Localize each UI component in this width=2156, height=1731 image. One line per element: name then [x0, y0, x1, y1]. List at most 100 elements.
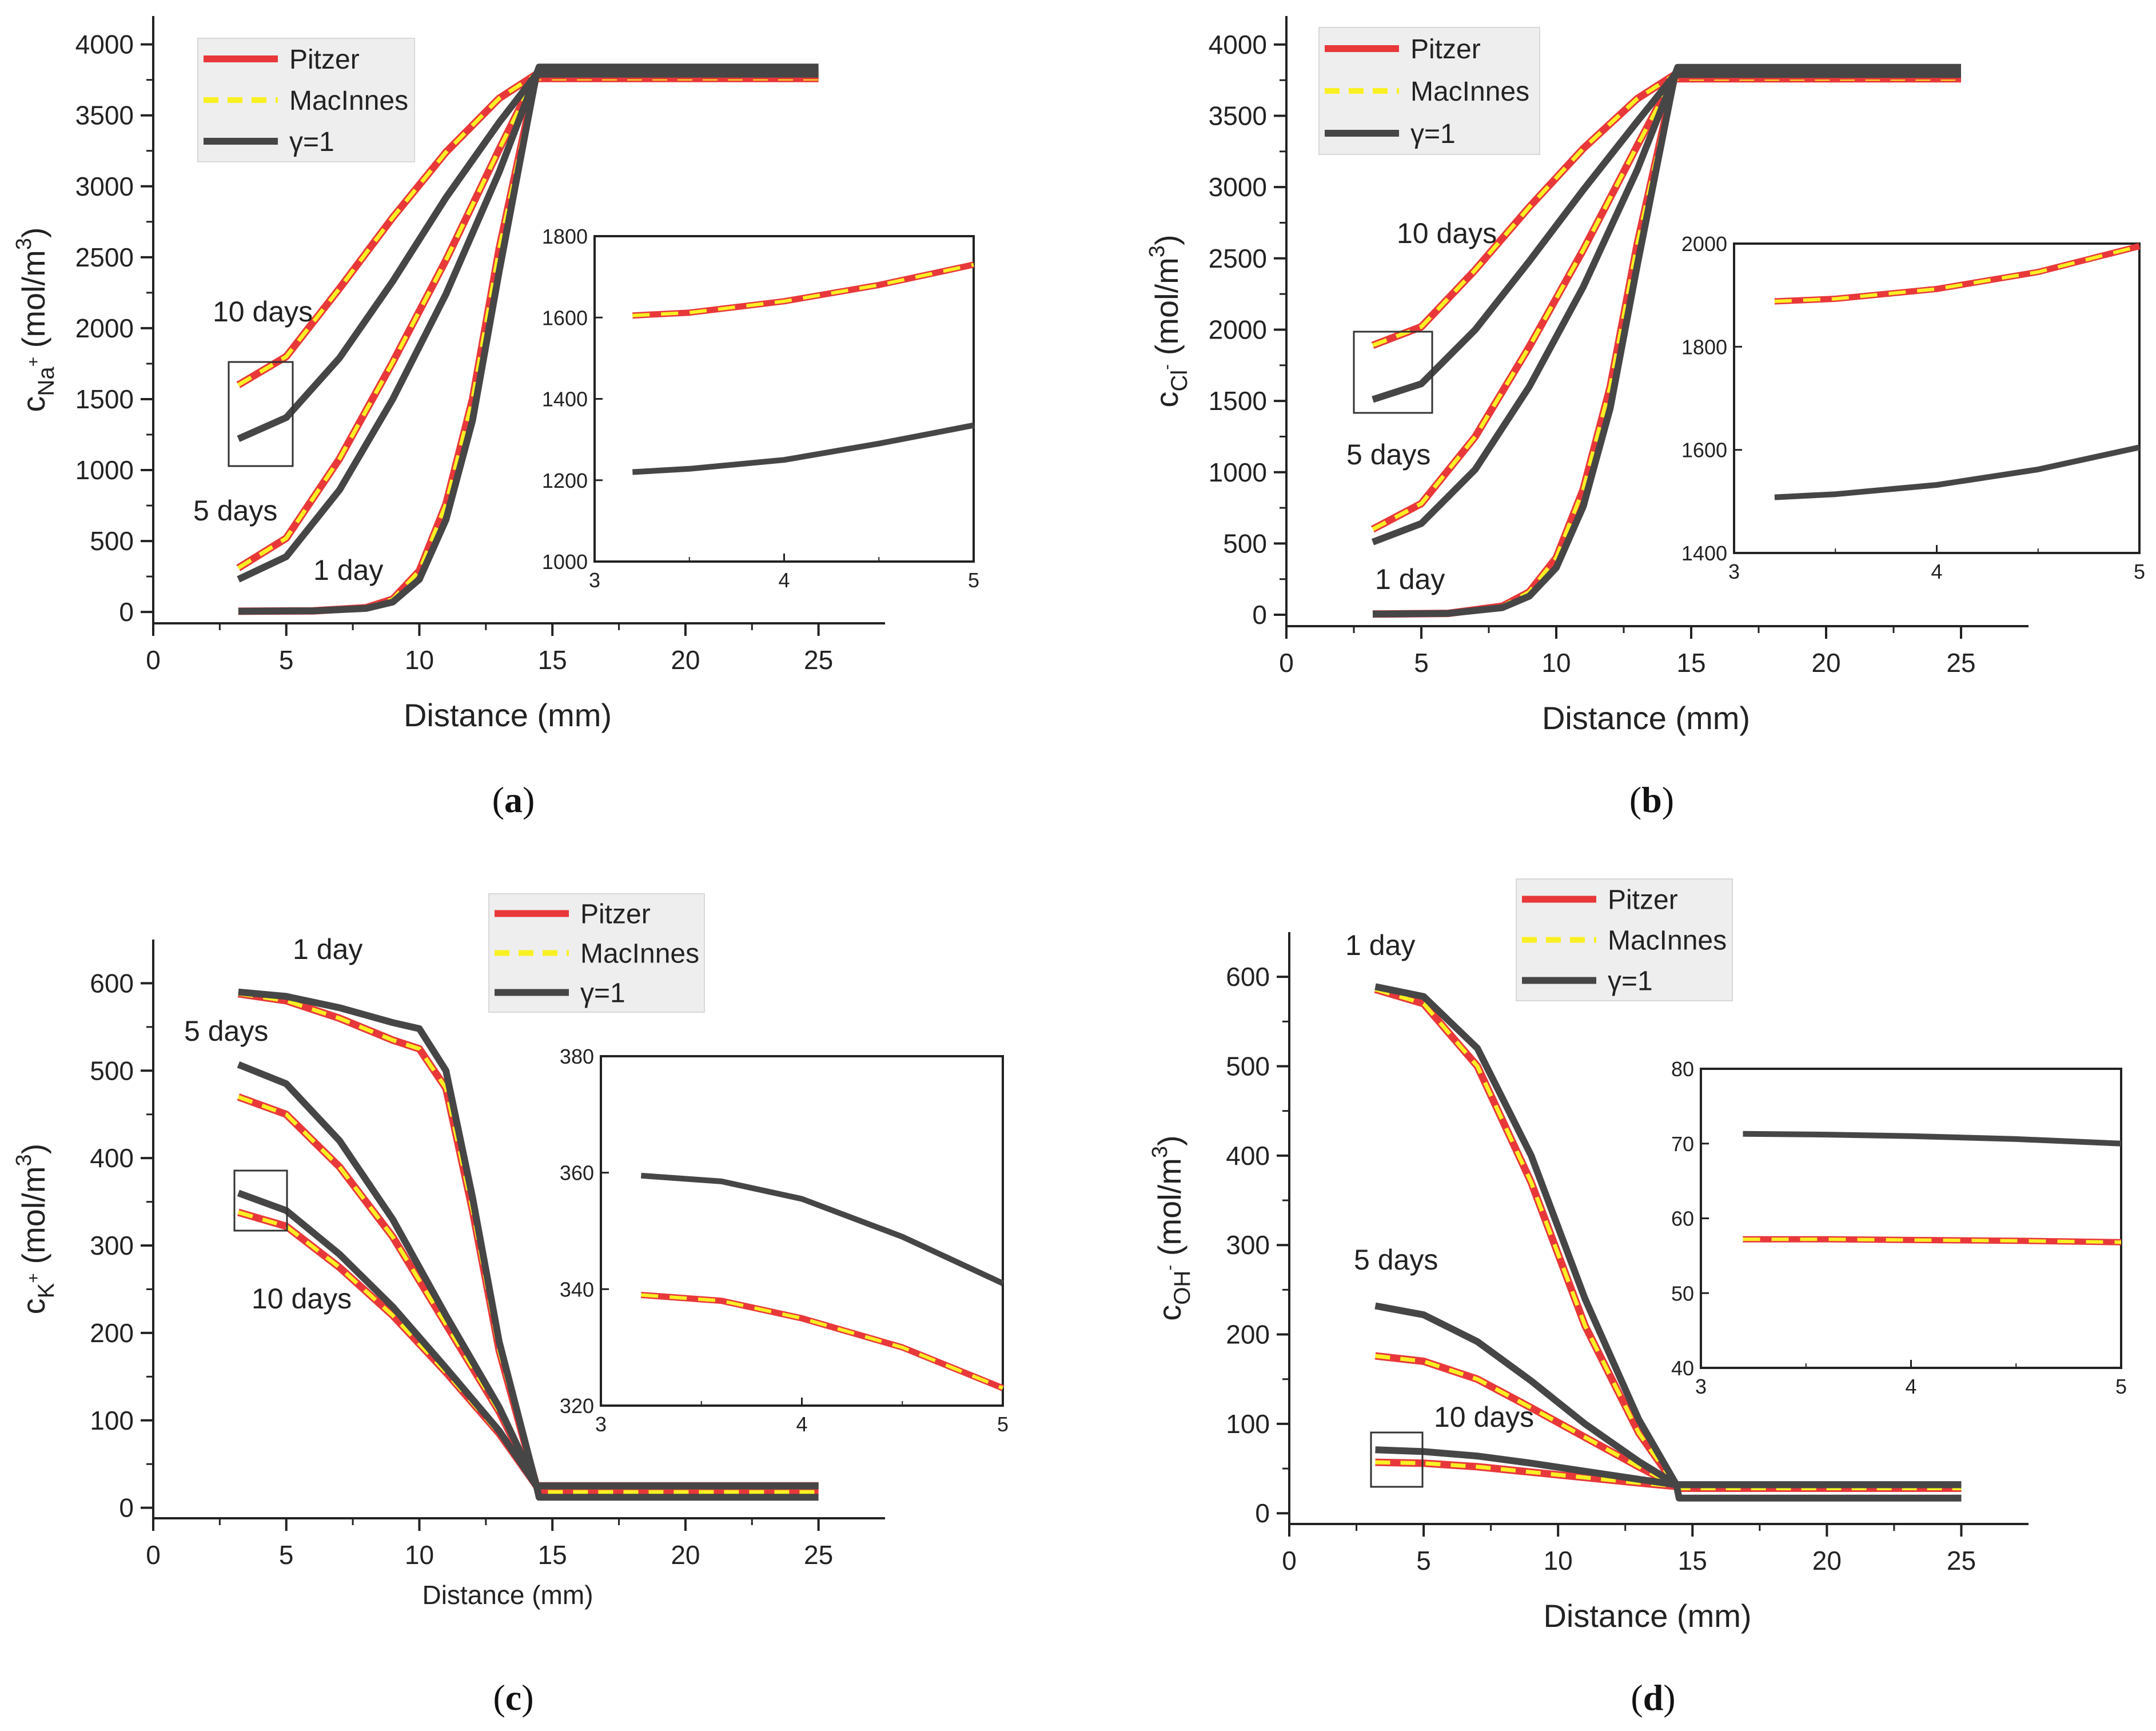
panel-a-x-axis-label: Distance (mm): [404, 697, 612, 733]
panel-d-inset-y-tick-label: 80: [1671, 1057, 1694, 1081]
panel-d-y-label-symbol: c: [1151, 1305, 1187, 1321]
panel-b-legend: Pitzer MacInnes γ=1: [1318, 27, 1540, 155]
panel-b-y-label-units-sup: 3: [1145, 245, 1169, 257]
panel-c-annotation: 1 day: [293, 933, 362, 965]
panel-a-y-label-units: (mol/m: [15, 250, 51, 357]
panel-b-inset-x-tick-label: 3: [1728, 560, 1740, 583]
panel-b-x-tick-label: 5: [1414, 648, 1429, 678]
panel-d-y-label-units: (mol/m: [1151, 1158, 1187, 1265]
panel-d-inset-y-tick-label: 40: [1671, 1356, 1694, 1380]
panel-d-y-axis-label: cOH- (mol/m3): [1148, 1135, 1195, 1320]
panel-c-inset-gamma1-line-1: [640, 1172, 1005, 1286]
panel-b-y-label-ion: Cl: [1167, 370, 1192, 392]
panel-c-y-label-ion: K: [34, 1283, 59, 1298]
panel-d-inset-x-tick-label: 3: [1695, 1375, 1707, 1398]
panel-a-inset-x-tick-label: 4: [778, 568, 790, 592]
panel-c-inset-frame: [600, 1055, 1004, 1407]
panel-c-y-tick-label: 200: [90, 1318, 134, 1348]
panel-c-zoom-box: [233, 1169, 288, 1232]
panel-c-macinnes-line-0: [238, 992, 819, 1488]
panel-c-inset-y-tick-label: 360: [560, 1161, 594, 1185]
panel-c-y-label-units: (mol/m: [15, 1166, 51, 1273]
panel-b-y-tick-label: 1500: [1209, 386, 1267, 416]
panel-c-y-tick-label: 500: [90, 1056, 134, 1085]
panel-b-y-tick-label: 1000: [1209, 457, 1267, 487]
panel-b-caption-letter: b: [1641, 779, 1662, 820]
panel-b-caption: (b): [1629, 779, 1674, 820]
panel-d-caption-close: ): [1663, 1677, 1675, 1718]
panel-b-inset-gamma1-line-1: [1774, 444, 2141, 500]
panel-c-annotation: 10 days: [252, 1283, 352, 1315]
panel-d-x-axis-label: Distance (mm): [1543, 1598, 1751, 1634]
panel-c-caption-close: ): [521, 1677, 533, 1718]
panel-c-annotation: 5 days: [184, 1015, 268, 1047]
panel-c-y-tick-label: 100: [90, 1406, 134, 1435]
panel-c-caption: (c): [493, 1677, 533, 1718]
panel-d-y-label-charge: -: [1160, 1265, 1179, 1271]
panel-b-annotation: 10 days: [1397, 217, 1497, 249]
panel-d-legend-label-pitzer: Pitzer: [1608, 885, 1678, 916]
panel-b-x-axis-label: Distance (mm): [1542, 700, 1750, 736]
panel-a-annotation: 10 days: [213, 296, 313, 328]
panel-d-x-tick-label: 20: [1812, 1546, 1842, 1575]
panel-d: 0 5 10 15 20 25 0 100 200 300 400 500 600 Distance (m…: [1148, 878, 2127, 1718]
panel-b-y-axis-label: cCl- (mol/m3): [1145, 234, 1192, 407]
panel-a-legend-label-pitzer: Pitzer: [289, 45, 360, 75]
panel-a-y-tick-label: 3000: [75, 172, 134, 201]
panel-a-inset-frame: [593, 235, 975, 563]
panel-a-caption: (a): [492, 779, 535, 820]
panel-d-gamma1-line-5: [1375, 1446, 1962, 1502]
panel-d-legend-label-gamma1: γ=1: [1608, 966, 1653, 997]
panel-b-inset-frame: [1733, 242, 2141, 554]
panel-a-y-tick-label: 1500: [75, 384, 134, 414]
panel-b-inset-macinnes-line-0: [1774, 244, 2140, 303]
panel-a-y-tick-label: 4000: [75, 30, 134, 59]
panel-d-caption-open: (: [1631, 1677, 1643, 1718]
panel-c-legend-label-macinnes: MacInnes: [580, 939, 699, 969]
panel-d-inset: 3 4 5 40 50 60 70 80: [1671, 1057, 2127, 1398]
panel-a-inset-y-tick-label: 1200: [542, 469, 588, 492]
panel-a-y-label-close: ): [15, 227, 51, 238]
panel-c-inset-x-tick-label: 5: [997, 1412, 1009, 1436]
panel-b-y-label-units: (mol/m: [1149, 257, 1185, 364]
panel-b-x-tick-label: 0: [1279, 648, 1294, 678]
panel-d-inset-y-tick-label: 60: [1671, 1207, 1694, 1231]
panel-c-x-tick-label: 25: [804, 1540, 833, 1570]
panel-c-x-tick-label: 0: [146, 1540, 161, 1570]
panel-c-inset: 3 4 5 320 340 360 380: [560, 1045, 1009, 1436]
panel-a-inset-y-tick-label: 1000: [542, 550, 588, 574]
panel-a-gamma1-line-5: [238, 70, 819, 615]
panel-d-x-tick-label: 10: [1544, 1546, 1573, 1575]
panel-b-x-tick-label: 20: [1811, 648, 1840, 678]
panel-b-inset-y-tick-label: 2000: [1681, 232, 1727, 256]
panel-b-y-tick-label: 2500: [1209, 244, 1267, 273]
panel-d-inset-pitzer-line-0: [1743, 1236, 2122, 1245]
panel-d-caption-letter: d: [1643, 1677, 1664, 1718]
panel-d-y-tick-label: 200: [1226, 1320, 1270, 1350]
panel-b-inset-x-tick-label: 4: [1931, 560, 1942, 583]
panel-a-inset-x-tick-label: 5: [968, 568, 979, 592]
panel-b-y-tick-label: 3500: [1209, 101, 1267, 131]
panel-c-inset-x-tick-label: 4: [796, 1412, 807, 1436]
panel-b-y-tick-label: 4000: [1209, 30, 1267, 59]
panel-d-x-tick-label: 5: [1416, 1546, 1431, 1575]
panel-d-x-tick-label: 25: [1947, 1546, 1976, 1575]
panel-a-inset-y-tick-label: 1600: [542, 306, 588, 329]
panel-c-x-tick-label: 20: [671, 1540, 700, 1570]
panel-c-y-tick-label: 0: [119, 1493, 134, 1523]
panel-a-legend: Pitzer MacInnes γ=1: [197, 38, 415, 162]
panel-b-annotation: 5 days: [1346, 439, 1430, 471]
panel-d-x-tick-label: 0: [1282, 1546, 1297, 1575]
panel-c-legend-label-gamma1: γ=1: [580, 978, 625, 1009]
panel-c-y-label-close: ): [15, 1144, 51, 1155]
panel-d-annotation: 10 days: [1434, 1401, 1534, 1433]
panel-b-inset: 3 4 5 1400 1600 1800 2000: [1681, 232, 2145, 583]
panel-c-gamma1-line-5: [237, 1189, 819, 1501]
panel-a-caption-open: (: [492, 779, 504, 820]
panel-a-inset-x-tick-label: 3: [589, 568, 600, 592]
panel-d-y-tick-label: 100: [1226, 1409, 1270, 1439]
panel-b-y-tick-label: 3000: [1209, 172, 1267, 202]
panel-c-inset-pitzer-line-0: [640, 1292, 1005, 1391]
panel-d-y-label-units-sup: 3: [1148, 1146, 1172, 1158]
panel-a-inset-gamma1-line-1: [632, 422, 974, 475]
